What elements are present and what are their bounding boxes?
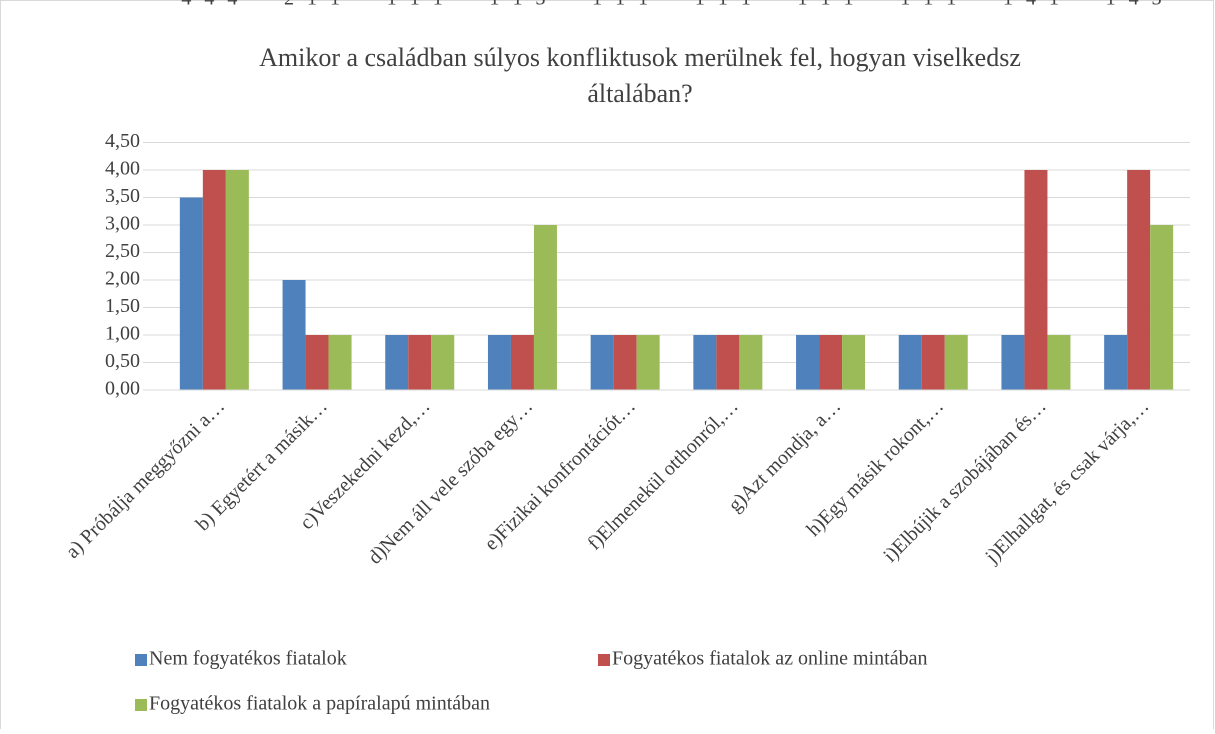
legend-label: Fogyatékos fiatalok az online mintában — [612, 648, 927, 670]
y-tick-label: 1,00 — [105, 323, 140, 345]
data-label: 4 — [204, 0, 214, 10]
legend-swatch — [135, 654, 147, 666]
data-label: 4 — [1129, 0, 1139, 10]
bar — [431, 335, 455, 390]
bar — [1127, 170, 1151, 390]
legend-label: Nem fogyatékos fiatalok — [149, 648, 347, 670]
data-label: 3 — [535, 0, 545, 10]
bar — [1024, 170, 1048, 390]
bar — [819, 335, 843, 390]
bar — [842, 335, 866, 390]
y-tick-label: 1,50 — [105, 295, 140, 317]
bar — [533, 225, 557, 390]
data-label: 1 — [1049, 0, 1059, 10]
data-label: 1 — [433, 0, 443, 10]
bar — [796, 335, 820, 390]
bar — [944, 335, 968, 390]
data-label: 2 — [284, 0, 294, 10]
y-tick-label: 4,00 — [105, 158, 140, 180]
y-tick-label: 3,00 — [105, 213, 140, 235]
data-label: 1 — [638, 0, 648, 10]
bar — [305, 335, 329, 390]
bar — [739, 335, 763, 390]
bar — [1047, 335, 1071, 390]
bar — [179, 197, 203, 390]
legend-swatch — [598, 654, 610, 666]
bar — [693, 335, 717, 390]
y-tick-label: 2,50 — [105, 240, 140, 262]
data-label: 1 — [900, 0, 910, 10]
bar — [408, 335, 432, 390]
y-tick-label: 4,50 — [105, 130, 140, 152]
bar — [613, 335, 637, 390]
data-label: 1 — [741, 0, 751, 10]
data-label: 1 — [592, 0, 602, 10]
bar — [225, 170, 249, 390]
legend-label: Fogyatékos fiatalok a papíralapú mintába… — [149, 693, 490, 715]
data-label: 1 — [718, 0, 728, 10]
data-label: 1 — [798, 0, 808, 10]
bar — [510, 335, 534, 390]
bar — [921, 335, 945, 390]
chart-title: Amikor a családban súlyos konfliktusok m… — [259, 43, 1021, 72]
bar — [590, 335, 614, 390]
bar — [898, 335, 922, 390]
data-label: 1 — [1003, 0, 1013, 10]
bar — [716, 335, 740, 390]
y-tick-label: 0,50 — [105, 350, 140, 372]
data-label: 1 — [410, 0, 420, 10]
bar — [385, 335, 409, 390]
bar — [636, 335, 660, 390]
y-tick-label: 0,00 — [105, 378, 140, 400]
bar — [202, 170, 226, 390]
data-label: 1 — [387, 0, 397, 10]
data-label: 1 — [821, 0, 831, 10]
data-label: 1 — [1106, 0, 1116, 10]
data-label: 4 — [181, 0, 191, 10]
legend-swatch — [135, 699, 147, 711]
bar — [1001, 335, 1025, 390]
chart-subtitle: általában? — [587, 79, 692, 108]
data-label: 1 — [307, 0, 317, 10]
data-label: 1 — [512, 0, 522, 10]
data-label: 1 — [489, 0, 499, 10]
bar — [487, 335, 511, 390]
bar — [1150, 225, 1174, 390]
data-label: 4 — [227, 0, 237, 10]
data-label: 1 — [330, 0, 340, 10]
data-label: 1 — [615, 0, 625, 10]
bar — [328, 335, 352, 390]
data-label: 1 — [946, 0, 956, 10]
y-tick-label: 3,50 — [105, 185, 140, 207]
data-label: 1 — [695, 0, 705, 10]
data-label: 1 — [844, 0, 854, 10]
bar — [1104, 335, 1128, 390]
y-tick-label: 2,00 — [105, 268, 140, 290]
data-label: 3 — [1152, 0, 1162, 10]
data-label: 1 — [923, 0, 933, 10]
bar — [282, 280, 306, 390]
data-label: 4 — [1026, 0, 1036, 10]
